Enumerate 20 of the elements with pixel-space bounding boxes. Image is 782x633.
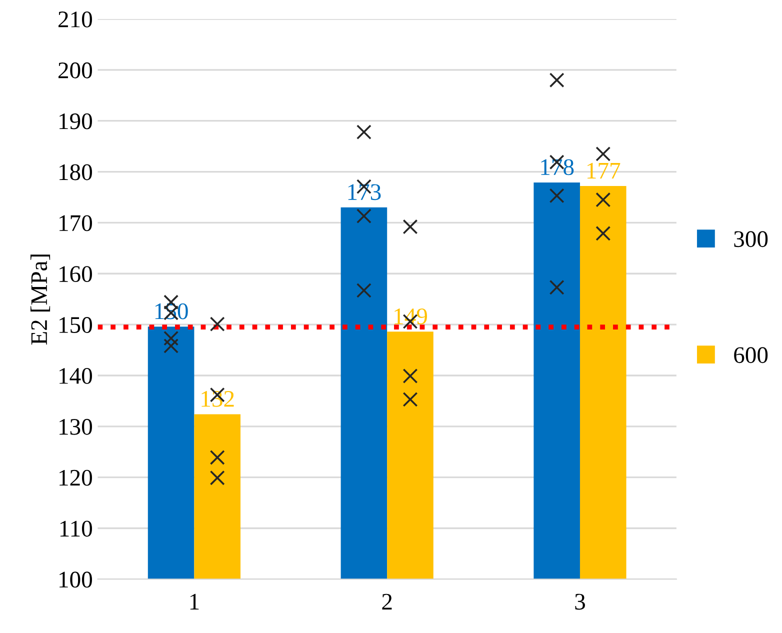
data-label: 132 xyxy=(202,390,234,407)
y-axis-title: E2 [MPa] xyxy=(30,254,50,345)
legend-label: 300 xyxy=(734,231,768,248)
y-tick-label: 130 xyxy=(60,418,92,435)
x-tick-label: 2 xyxy=(382,594,392,610)
y-tick-label: 210 xyxy=(58,11,92,28)
y-tick-label: 190 xyxy=(60,113,92,130)
y-tick-label: 120 xyxy=(60,470,92,486)
y-tick-label: 200 xyxy=(58,62,92,78)
y-tick-label: 150 xyxy=(60,317,92,333)
y-tick-label: 180 xyxy=(60,164,92,180)
y-tick-label: 110 xyxy=(60,520,92,537)
y-tick-label: 160 xyxy=(60,266,92,282)
legend-label: 600 xyxy=(734,347,768,364)
x-tick-label: 3 xyxy=(575,594,585,610)
y-tick-label: 100 xyxy=(60,572,92,588)
y-tick-label: 170 xyxy=(60,215,92,232)
y-tick-label: 140 xyxy=(60,368,92,384)
data-label: 177 xyxy=(588,162,620,178)
x-tick-label: 1 xyxy=(190,594,199,610)
